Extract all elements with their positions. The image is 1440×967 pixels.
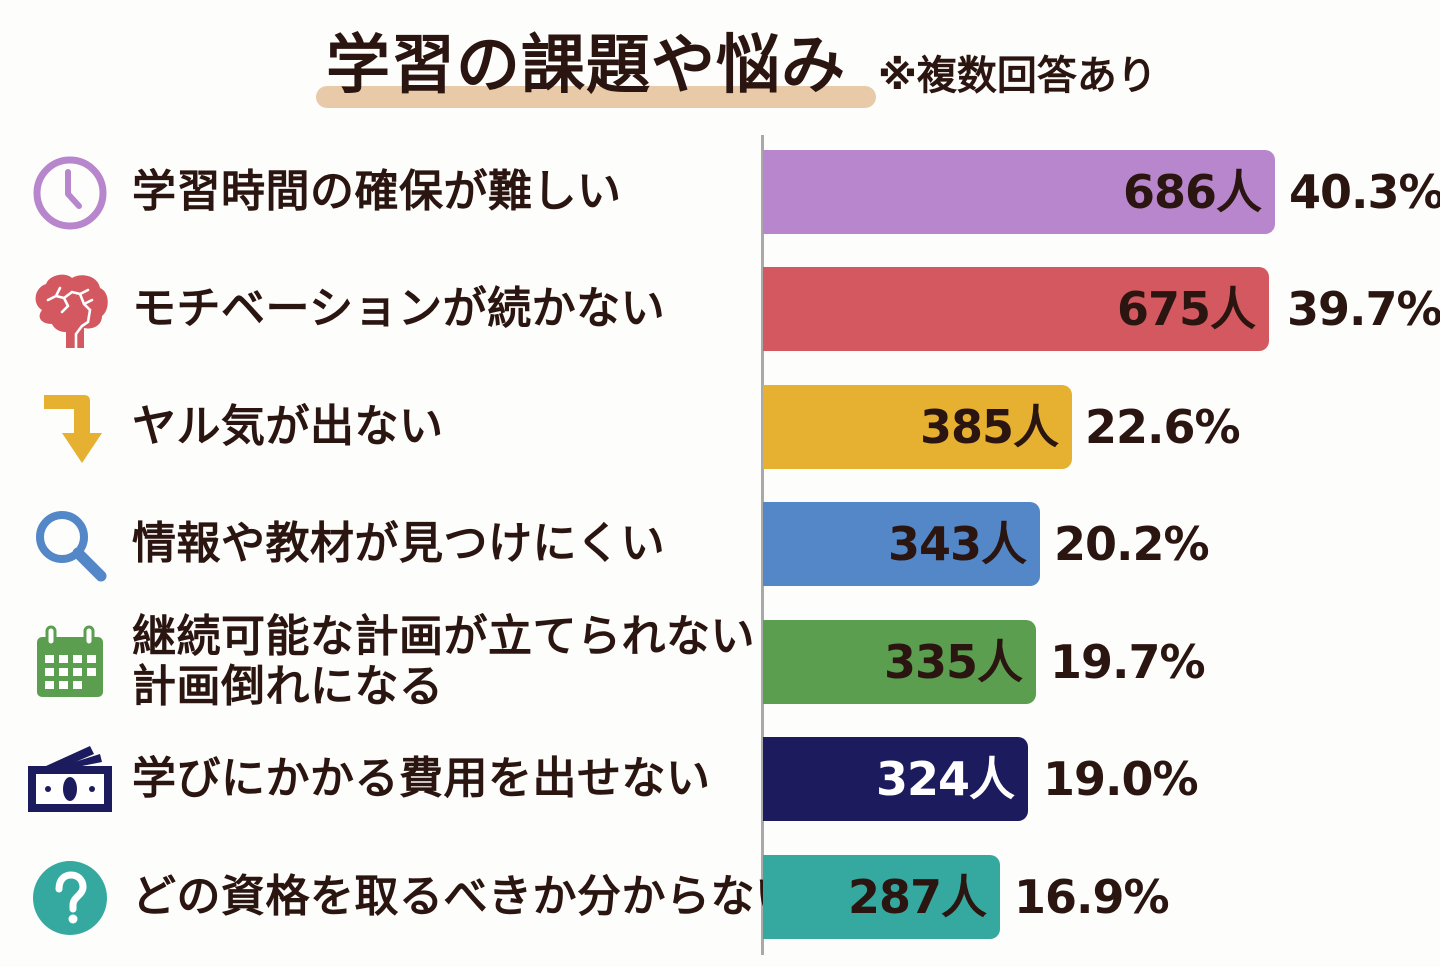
bar-count-label: 343人 (887, 517, 1027, 571)
row-label: 学びにかかる費用を出せない (132, 753, 711, 804)
question-icon (26, 859, 114, 937)
down-arrow-icon (26, 389, 114, 467)
brain-icon (26, 271, 114, 350)
chart-row: 情報や教材が見つけにくい 343人 20.2% (0, 502, 1440, 586)
bar: 686人 (763, 150, 1275, 234)
row-label: 継続可能な計画が立てられない・ 計画倒れになる (132, 611, 800, 712)
row-label: 学習時間の確保が難しい (132, 166, 622, 217)
bar: 335人 (763, 620, 1036, 704)
bar-count-label: 324人 (875, 752, 1015, 806)
chart-title-area: 学習の課題や悩み ※複数回答あり (0, 24, 1440, 114)
chart-row: どの資格を取るべきか分からない 287人 16.9% (0, 855, 1440, 939)
row-label: ヤル気が出ない (132, 401, 444, 452)
bar-count-label: 686人 (1122, 165, 1262, 219)
bar: 287人 (763, 855, 1000, 939)
chart-row: ヤル気が出ない 385人 22.6% (0, 385, 1440, 469)
row-label-line-1: 継続可能な計画が立てられない・ (132, 611, 800, 662)
row-label-line-2: 計画倒れになる (132, 661, 444, 712)
bar-count-label: 335人 (883, 635, 1023, 689)
money-icon (26, 741, 114, 819)
bar-count-label: 287人 (847, 870, 987, 924)
chart-row: 学習時間の確保が難しい 686人 40.3% (0, 150, 1440, 234)
row-label: モチベーションが続かない (132, 283, 666, 334)
chart-axis-line (761, 135, 764, 955)
percent-label: 20.2% (1054, 517, 1210, 571)
clock-icon (26, 154, 114, 232)
search-icon (26, 506, 114, 584)
bar-count-label: 675人 (1116, 282, 1256, 336)
chart-row: モチベーションが続かない 675人 39.7% (0, 267, 1440, 351)
chart-row: 継続可能な計画が立てられない・ 計画倒れになる 335人 19.7% (0, 612, 1440, 712)
percent-label: 19.0% (1043, 752, 1199, 806)
chart-subtitle-note: ※複数回答あり (878, 53, 1157, 99)
bar: 343人 (763, 502, 1040, 586)
percent-label: 19.7% (1050, 635, 1206, 689)
chart-title: 学習の課題や悩み (326, 29, 846, 103)
percent-label: 39.7% (1287, 282, 1440, 336)
row-label: 情報や教材が見つけにくい (132, 518, 666, 569)
bar-count-label: 385人 (919, 400, 1059, 454)
chart-row: 学びにかかる費用を出せない 324人 19.0% (0, 737, 1440, 821)
bar: 385人 (763, 385, 1072, 469)
bar: 324人 (763, 737, 1028, 821)
percent-label: 22.6% (1085, 400, 1241, 454)
percent-label: 40.3% (1289, 165, 1440, 219)
percent-label: 16.9% (1014, 870, 1170, 924)
bar: 675人 (763, 267, 1269, 351)
title-highlight (316, 86, 876, 108)
calendar-icon (26, 624, 114, 702)
row-label: どの資格を取るべきか分からない (132, 871, 800, 922)
